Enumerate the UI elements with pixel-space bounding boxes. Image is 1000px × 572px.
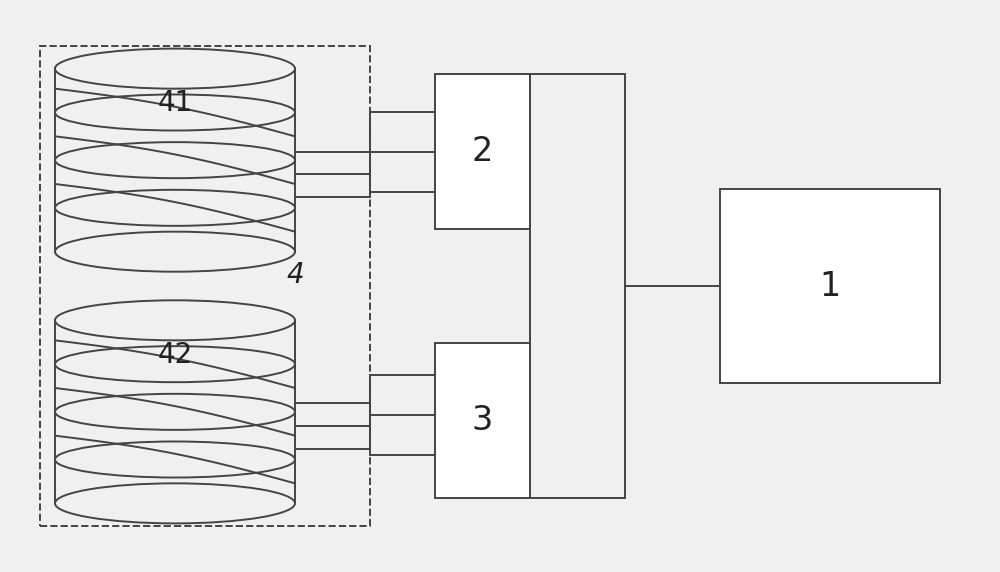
Ellipse shape: [55, 300, 295, 340]
Text: 2: 2: [472, 135, 493, 168]
Text: 1: 1: [819, 269, 841, 303]
Ellipse shape: [55, 232, 295, 272]
Bar: [40, 46, 370, 526]
Ellipse shape: [55, 483, 295, 523]
Bar: [530, 74, 625, 498]
Bar: [435, 343, 530, 498]
Text: 4: 4: [286, 261, 304, 288]
Ellipse shape: [55, 49, 295, 89]
Bar: [435, 74, 530, 229]
Text: 41: 41: [157, 89, 193, 117]
Text: 3: 3: [472, 404, 493, 437]
Text: 42: 42: [157, 341, 193, 368]
Bar: [720, 189, 940, 383]
